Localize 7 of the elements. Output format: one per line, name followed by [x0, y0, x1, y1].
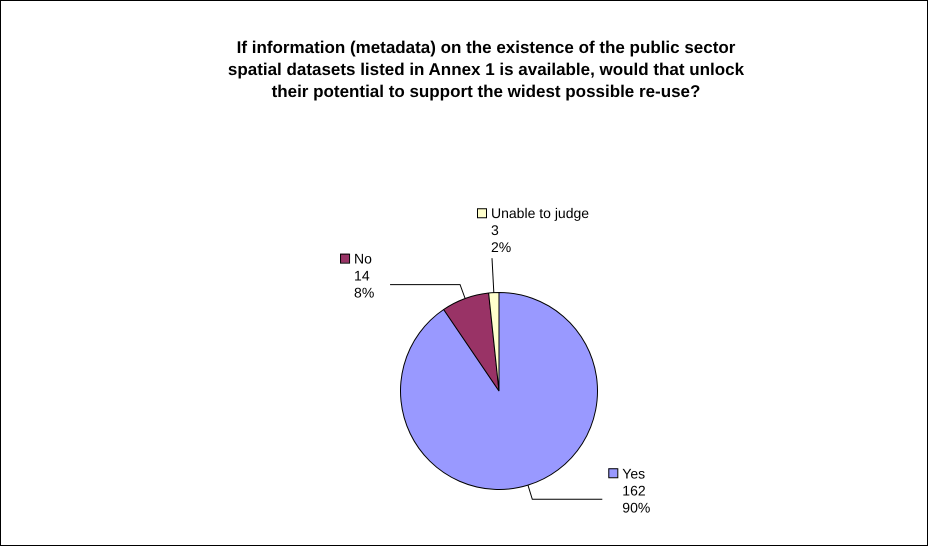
data-label: 14 8%: [354, 268, 374, 301]
legend-label: No: [354, 250, 372, 267]
data-label: 3 2%: [491, 222, 512, 256]
legend-label: Unable to judge: [491, 205, 590, 222]
legend-label: Yes: [622, 465, 646, 482]
chart-title: If information (metadata) on the existence of the public sector spatial datasets listed in Annex 1 is available, would that unlock their potential to support the widest possible re-use?: [226, 37, 746, 103]
data-label: 162 90%: [622, 482, 650, 516]
